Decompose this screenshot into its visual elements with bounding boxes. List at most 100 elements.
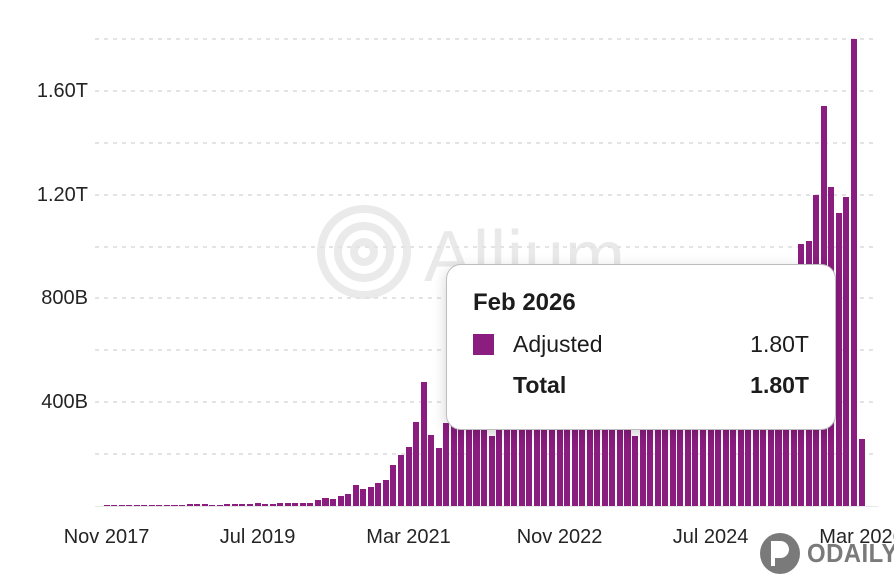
bar[interactable] bbox=[254, 503, 261, 506]
bar[interactable] bbox=[835, 212, 842, 506]
bar[interactable] bbox=[231, 504, 238, 506]
bar[interactable] bbox=[103, 505, 110, 506]
bar[interactable] bbox=[511, 371, 518, 506]
bar[interactable] bbox=[126, 505, 133, 506]
bar[interactable] bbox=[594, 397, 601, 506]
bar[interactable] bbox=[133, 505, 140, 506]
bar[interactable] bbox=[850, 39, 858, 506]
bar[interactable] bbox=[420, 381, 427, 506]
bar[interactable] bbox=[458, 397, 465, 506]
bar[interactable] bbox=[465, 389, 472, 506]
bar[interactable] bbox=[858, 438, 865, 506]
bar[interactable] bbox=[277, 503, 284, 506]
tooltip-row-adjusted: Adjusted 1.80T bbox=[473, 331, 809, 358]
tooltip-series-value: 1.80T bbox=[750, 331, 809, 357]
tooltip-row-total: Total 1.80T bbox=[473, 372, 809, 399]
bar[interactable] bbox=[390, 465, 397, 506]
bar[interactable] bbox=[473, 402, 480, 506]
bar[interactable] bbox=[405, 446, 412, 506]
bar[interactable] bbox=[428, 434, 435, 506]
bar[interactable] bbox=[284, 502, 291, 506]
bar[interactable] bbox=[148, 504, 155, 506]
bar[interactable] bbox=[556, 371, 563, 506]
x-axis-line bbox=[95, 506, 878, 507]
bar[interactable] bbox=[677, 360, 684, 506]
bar[interactable] bbox=[352, 484, 359, 506]
bar[interactable] bbox=[382, 480, 389, 506]
bar[interactable] bbox=[375, 482, 382, 506]
bar[interactable] bbox=[118, 504, 125, 506]
bar[interactable] bbox=[450, 412, 457, 506]
bar[interactable] bbox=[601, 407, 608, 506]
bar[interactable] bbox=[632, 435, 639, 506]
bar[interactable] bbox=[692, 371, 699, 506]
bar[interactable] bbox=[526, 402, 533, 506]
bar[interactable] bbox=[156, 504, 163, 506]
bar[interactable] bbox=[843, 197, 850, 506]
bar[interactable] bbox=[496, 407, 503, 506]
bar[interactable] bbox=[111, 505, 118, 506]
bar[interactable] bbox=[179, 504, 186, 506]
bar[interactable] bbox=[654, 397, 661, 506]
bar[interactable] bbox=[564, 407, 571, 506]
tooltip-title: Feb 2026 bbox=[473, 289, 576, 316]
bar[interactable] bbox=[330, 498, 337, 506]
bar[interactable] bbox=[194, 504, 201, 506]
odaily-watermark: ODAILY bbox=[760, 533, 894, 574]
bar[interactable] bbox=[730, 355, 737, 506]
bar[interactable] bbox=[662, 389, 669, 506]
bar[interactable] bbox=[722, 371, 729, 506]
bar[interactable] bbox=[314, 499, 321, 506]
bar[interactable] bbox=[307, 502, 314, 506]
bar[interactable] bbox=[518, 381, 525, 506]
bar[interactable] bbox=[397, 454, 405, 506]
bar[interactable] bbox=[624, 422, 631, 506]
bar[interactable] bbox=[239, 503, 246, 506]
bar[interactable] bbox=[639, 417, 646, 506]
bar[interactable] bbox=[224, 504, 231, 506]
bar[interactable] bbox=[715, 365, 722, 506]
bar[interactable] bbox=[481, 417, 488, 506]
bar[interactable] bbox=[616, 417, 623, 506]
bar[interactable] bbox=[435, 447, 442, 506]
bar[interactable] bbox=[216, 504, 223, 506]
bar[interactable] bbox=[201, 504, 208, 506]
bar[interactable] bbox=[246, 503, 254, 506]
bar[interactable] bbox=[571, 412, 578, 506]
bar[interactable] bbox=[548, 399, 556, 506]
bar[interactable] bbox=[609, 412, 616, 506]
bar[interactable] bbox=[345, 493, 352, 506]
bar[interactable] bbox=[707, 371, 714, 506]
bar[interactable] bbox=[292, 502, 299, 506]
bar[interactable] bbox=[337, 495, 344, 506]
bar[interactable] bbox=[186, 504, 193, 506]
bar[interactable] bbox=[669, 381, 676, 506]
bar[interactable] bbox=[141, 505, 148, 506]
x-axis-tick-label: Mar 2026 bbox=[819, 526, 894, 548]
bar[interactable] bbox=[503, 397, 510, 506]
bar[interactable] bbox=[171, 504, 178, 506]
x-axis-tick-label: Nov 2017 bbox=[63, 526, 150, 548]
bar[interactable] bbox=[586, 381, 593, 506]
gridline bbox=[95, 245, 878, 248]
bar[interactable] bbox=[360, 488, 367, 506]
bar[interactable] bbox=[541, 404, 548, 506]
bar[interactable] bbox=[647, 407, 654, 506]
bar[interactable] bbox=[299, 503, 306, 506]
bar[interactable] bbox=[488, 435, 495, 506]
bar[interactable] bbox=[579, 402, 586, 506]
bar[interactable] bbox=[209, 504, 216, 506]
allium-logo-icon bbox=[317, 205, 411, 299]
bar[interactable] bbox=[322, 498, 329, 506]
bar[interactable] bbox=[269, 503, 276, 506]
y-axis-tick-label: 1.60T bbox=[36, 79, 88, 102]
bar[interactable] bbox=[699, 376, 707, 506]
bar[interactable] bbox=[163, 504, 170, 506]
bar[interactable] bbox=[413, 421, 420, 506]
bar[interactable] bbox=[533, 407, 540, 506]
bar[interactable] bbox=[684, 365, 691, 506]
bar[interactable] bbox=[443, 422, 450, 506]
bar[interactable] bbox=[367, 487, 374, 506]
bar[interactable] bbox=[262, 503, 269, 506]
